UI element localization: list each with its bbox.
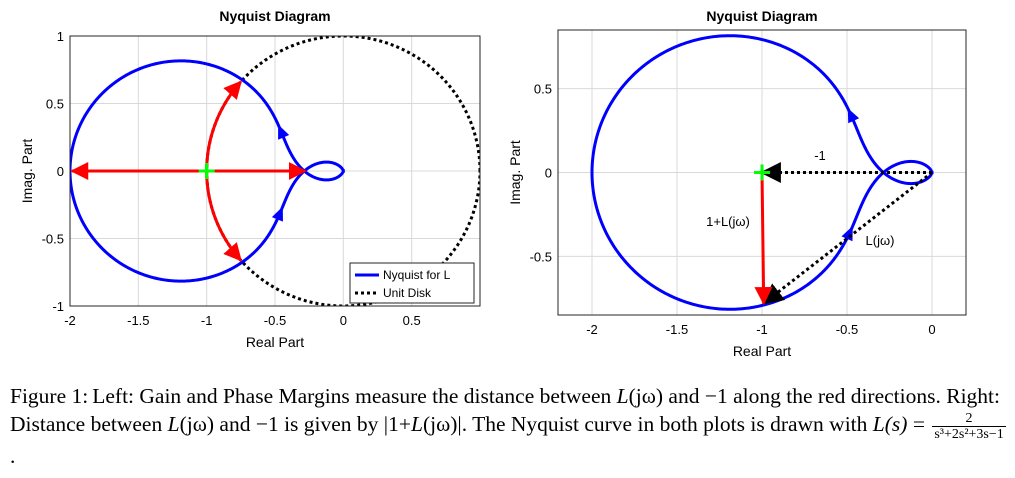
x-tick-label: -2	[64, 313, 76, 328]
right-title: Nyquist Diagram	[706, 8, 817, 24]
direction-arrowhead	[847, 108, 860, 124]
left-phase-arc-lower	[205, 170, 242, 262]
left-minus-one-marker	[198, 163, 215, 179]
left-plot-area	[70, 36, 480, 306]
right-label-L: L(jω)	[866, 233, 895, 248]
right-axes-frame	[557, 29, 967, 316]
left-x-axis-label: Real Part	[246, 334, 304, 350]
x-tick-label: -1.5	[127, 313, 149, 328]
right-minus-one-marker	[754, 164, 770, 181]
x-tick-label: -0.5	[836, 322, 858, 337]
y-tick-label: -0.5	[530, 249, 552, 264]
caption-math-Ls: L(s)	[872, 412, 908, 436]
right-label-minus-one: -1	[814, 148, 826, 163]
x-tick-label: -1	[756, 322, 768, 337]
y-tick-label: -0.5	[42, 232, 64, 247]
left-nyquist-series	[70, 59, 345, 283]
direction-arrowhead	[271, 206, 283, 222]
caption-text-3: and −1 is given by |1+	[214, 412, 411, 436]
caption-math-jw3: (jω)	[422, 412, 458, 436]
x-tick-label: -1.5	[666, 322, 688, 337]
figure-caption: Figure 1: Left: Gain and Phase Margins me…	[10, 382, 1008, 470]
legend-unit-disk-label: Unit Disk	[383, 286, 432, 300]
y-tick-label: 1	[57, 29, 64, 44]
caption-text-1: Left: Gain and Phase Margins measure the…	[92, 384, 617, 408]
left-plot: Nyquist Diagram -2 -1.5 -1 -0.5 0 0.5 -1 -0.5 0 0…	[19, 8, 481, 350]
caption-math-jw1: (jω)	[628, 384, 664, 408]
right-y-axis-label: Imag. Part	[507, 140, 523, 205]
legend-nyquist-label: Nyquist for L	[383, 268, 451, 282]
y-tick-label: 0	[57, 164, 64, 179]
caption-math-eq: =	[907, 412, 931, 436]
y-tick-label: -1	[52, 299, 64, 314]
y-tick-label: 0.5	[534, 82, 552, 97]
caption-frac-num: 2	[932, 411, 1006, 427]
left-tick-labels: -2 -1.5 -1 -0.5 0 0.5 -1 -0.5 0 0.5 1	[42, 29, 421, 328]
caption-text-4: |. The Nyquist curve in both plots is dr…	[457, 412, 873, 436]
right-label-1plusL: 1+L(jω)	[706, 214, 750, 229]
left-direction-arrows	[271, 124, 290, 222]
caption-math-L2: L	[167, 412, 180, 436]
direction-arrowhead	[278, 124, 290, 140]
x-tick-label: 0	[340, 313, 347, 328]
caption-math-L1: L	[616, 384, 629, 408]
y-tick-label: 0	[545, 166, 552, 181]
right-tick-labels: -2 -1.5 -1 -0.5 0 -0.5 0 0.5	[530, 82, 936, 337]
caption-math-jw2: (jω)	[179, 412, 215, 436]
figure: Nyquist Diagram -2 -1.5 -1 -0.5 0 0.5 -1 -0.5 0 0…	[19, 8, 967, 359]
caption-end: .	[10, 443, 16, 468]
x-tick-label: 0	[928, 322, 935, 337]
right-plot: Nyquist Diagram -2 -1.5 -1 -0.5 0 -0.5 0 0.5 Re…	[507, 8, 967, 359]
caption-label: Figure 1:	[10, 384, 89, 408]
left-axes-frame	[69, 35, 481, 307]
x-tick-label: -1	[201, 313, 213, 328]
left-title: Nyquist Diagram	[219, 8, 330, 24]
left-y-axis-label: Imag. Part	[19, 139, 35, 204]
x-tick-label: 0.5	[403, 313, 421, 328]
right-1plusL-arrow	[754, 172, 773, 306]
caption-fraction: 2 s³+2s²+3s−1	[932, 411, 1006, 442]
caption-text-2: and −1 along the red directions. Right: …	[10, 384, 1000, 436]
x-tick-label: -0.5	[264, 313, 286, 328]
right-nyquist-series	[590, 34, 934, 311]
left-legend: Nyquist for L Unit Disk	[349, 262, 475, 304]
caption-math-L3: L	[411, 412, 423, 436]
y-tick-label: 0.5	[46, 97, 64, 112]
right-x-axis-label: Real Part	[733, 343, 791, 359]
caption-frac-den: s³+2s²+3s−1	[934, 426, 1004, 442]
x-tick-label: -2	[586, 322, 598, 337]
left-phase-arc-upper	[205, 80, 242, 172]
